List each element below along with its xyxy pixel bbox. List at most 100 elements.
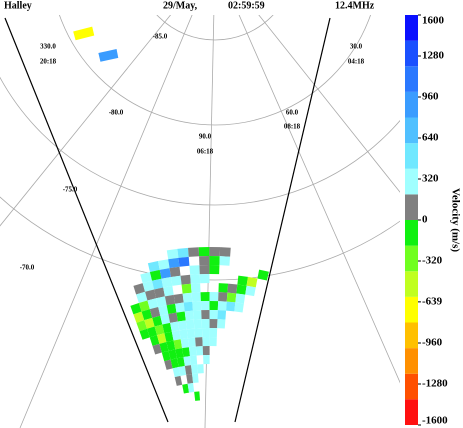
range-cell bbox=[226, 301, 236, 312]
range-cell bbox=[140, 271, 153, 284]
range-cell bbox=[169, 266, 181, 278]
range-cell bbox=[234, 302, 244, 313]
range-cell bbox=[145, 289, 157, 301]
range-cell bbox=[164, 359, 173, 370]
range-cell bbox=[176, 357, 185, 368]
range-cell bbox=[170, 275, 182, 286]
range-cell bbox=[185, 319, 195, 330]
date: 29/May, bbox=[163, 0, 198, 11]
range-cell bbox=[141, 309, 153, 321]
grid-label: -80.0 bbox=[109, 109, 124, 117]
range-cell bbox=[218, 292, 228, 302]
range-cell bbox=[209, 319, 218, 329]
range-cell bbox=[171, 330, 181, 341]
range-cell bbox=[199, 274, 210, 284]
colorbar-swatch bbox=[405, 168, 418, 195]
range-cell bbox=[182, 292, 193, 303]
colorbar-tick-label: 960 bbox=[422, 91, 439, 103]
range-cell bbox=[144, 317, 155, 329]
range-cell bbox=[236, 284, 247, 295]
range-cell bbox=[164, 294, 176, 306]
colorbar-tick-label: -639 bbox=[422, 295, 443, 307]
colorbar-swatch bbox=[405, 91, 418, 118]
colorbar-tick-label: 1600 bbox=[422, 15, 445, 27]
range-cell bbox=[209, 292, 219, 302]
range-cell bbox=[166, 340, 176, 351]
range-cell bbox=[201, 319, 210, 329]
range-cell bbox=[178, 365, 187, 376]
range-cell bbox=[209, 256, 220, 266]
range-cell bbox=[188, 247, 200, 257]
colorbar-swatch bbox=[405, 220, 418, 246]
fan-outline bbox=[4, 17, 331, 423]
range-cell bbox=[245, 285, 256, 297]
range-cell bbox=[209, 328, 218, 338]
frequency: 12.4MHz bbox=[335, 0, 375, 11]
grid-label: 06:18 bbox=[197, 148, 214, 156]
range-cell bbox=[157, 333, 167, 344]
range-cell bbox=[166, 303, 177, 315]
range-cell bbox=[149, 307, 161, 318]
range-cell bbox=[194, 391, 201, 401]
range-cell bbox=[149, 269, 162, 281]
colorbar-swatch bbox=[405, 66, 418, 92]
range-cell bbox=[180, 274, 191, 285]
range-cell bbox=[161, 350, 171, 362]
range-cell bbox=[209, 247, 221, 257]
range-cell bbox=[142, 280, 155, 292]
range-cell bbox=[202, 346, 210, 356]
range-cell bbox=[154, 324, 165, 336]
colorbar-swatch bbox=[405, 271, 418, 297]
colorbar-swatch bbox=[405, 399, 418, 425]
colorbar-tick-label: -960 bbox=[422, 337, 443, 349]
grid-label: 20:18 bbox=[40, 58, 57, 66]
range-cell bbox=[175, 348, 184, 359]
grid-label: -85.0 bbox=[153, 33, 168, 41]
grid-label: 04:18 bbox=[348, 58, 365, 66]
range-cell bbox=[152, 315, 163, 327]
grid-label: 90.0 bbox=[199, 133, 212, 141]
range-cell bbox=[217, 301, 227, 311]
range-cell bbox=[209, 301, 219, 311]
range-cell bbox=[158, 305, 169, 316]
range-cell bbox=[166, 248, 179, 260]
colorbar-title: Velocity (m/s) bbox=[449, 188, 461, 252]
range-cell bbox=[209, 265, 220, 275]
range-cell bbox=[191, 364, 198, 375]
range-cell bbox=[219, 247, 231, 257]
range-cell bbox=[180, 338, 189, 349]
range-cell bbox=[182, 383, 190, 394]
range-cell bbox=[168, 349, 177, 360]
range-cell bbox=[152, 278, 164, 290]
range-cell bbox=[178, 256, 190, 267]
range-cell bbox=[183, 301, 193, 312]
range-cell bbox=[192, 310, 202, 320]
range-cell bbox=[199, 265, 210, 275]
range-cell bbox=[226, 292, 237, 303]
colorbar-swatch bbox=[405, 348, 418, 374]
range-cell bbox=[175, 302, 185, 313]
range-cell bbox=[235, 293, 246, 304]
colorbar-swatch bbox=[405, 322, 418, 349]
range-cell bbox=[201, 310, 210, 320]
range-cell bbox=[189, 265, 200, 275]
range-cell bbox=[200, 301, 210, 311]
colorbar: 1600 1280 960 640 320 0 -320 -639 -960 -1280 -1600 bbox=[405, 14, 448, 427]
range-cell bbox=[170, 358, 179, 369]
range-cell bbox=[197, 364, 204, 374]
range-cell bbox=[202, 337, 210, 347]
range-cell bbox=[168, 312, 178, 323]
time: 02:59:59 bbox=[228, 0, 265, 11]
range-cell bbox=[199, 256, 210, 266]
range-cell bbox=[186, 328, 196, 339]
range-cell bbox=[183, 356, 192, 366]
range-cell bbox=[158, 259, 170, 270]
range-cell bbox=[164, 331, 174, 343]
range-cell bbox=[194, 328, 203, 338]
range-cell bbox=[133, 283, 146, 295]
range-cell bbox=[156, 296, 167, 308]
station: Halley bbox=[4, 0, 32, 11]
range-cell bbox=[246, 276, 258, 288]
